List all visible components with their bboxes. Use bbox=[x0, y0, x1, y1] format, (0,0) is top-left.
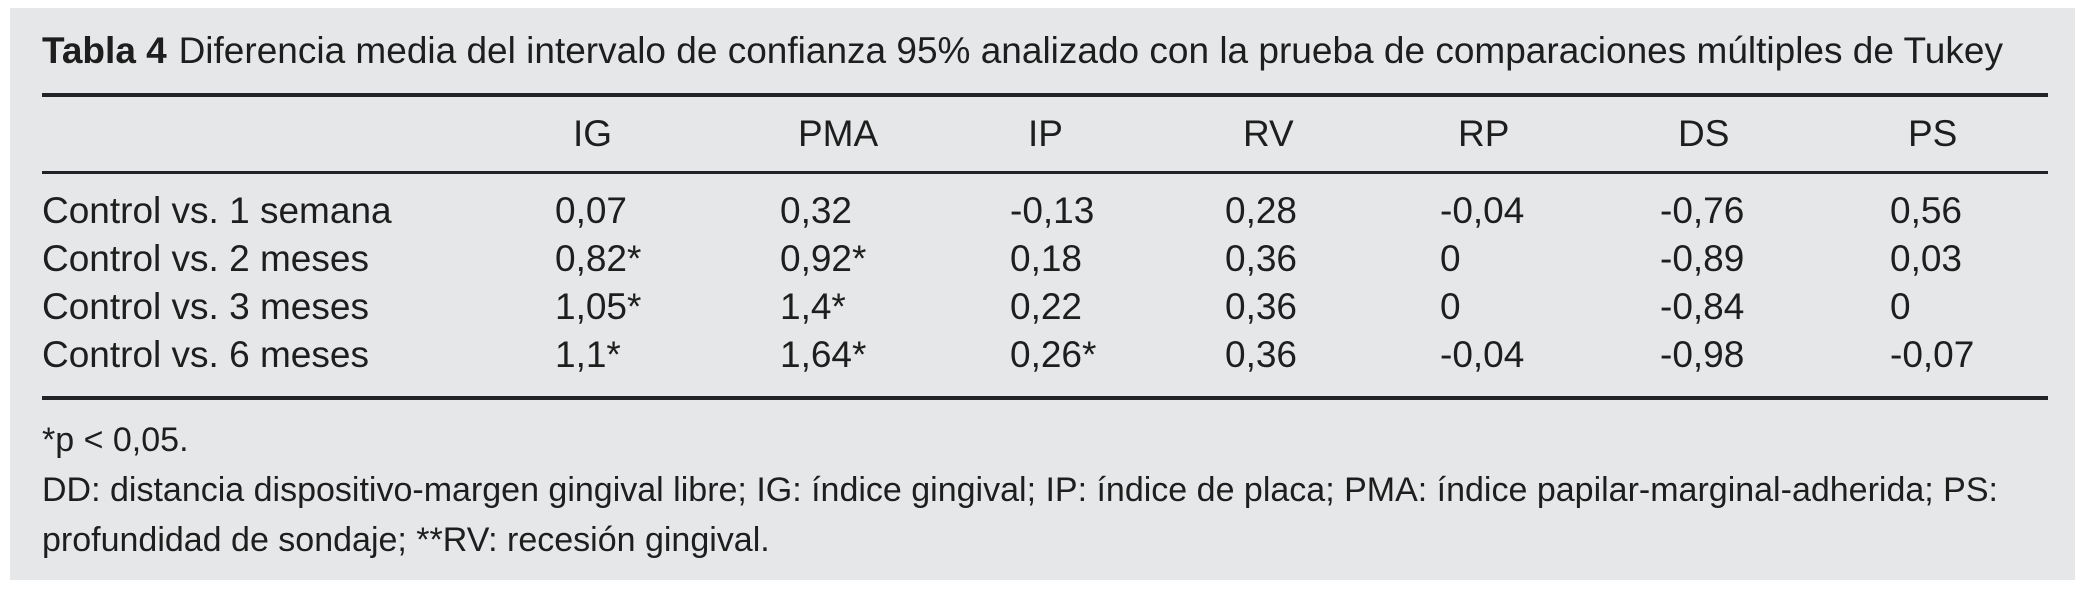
cell-value: -0,04 bbox=[1440, 190, 1525, 231]
column-header-pma: PMA bbox=[780, 95, 1010, 174]
cell-value: 0,18 bbox=[1010, 238, 1083, 279]
cell-value: -0,84 bbox=[1660, 286, 1745, 327]
cell-value: 1,05* bbox=[555, 286, 642, 327]
cell-value: 1,1* bbox=[555, 331, 780, 400]
cell-value: -0,76 bbox=[1660, 190, 1745, 231]
column-header-ip: IP bbox=[1010, 95, 1225, 174]
cell-value: 1,64* bbox=[780, 331, 1010, 400]
table-body: Control vs. 1 semana 0,07 0,32 -0,13 0,2… bbox=[42, 173, 2048, 400]
cell-value: 0,36 bbox=[1225, 286, 1298, 327]
table-title: Tabla 4 Diferencia media del intervalo de… bbox=[42, 26, 2048, 76]
cell-value: 0,22 bbox=[1010, 286, 1083, 327]
row-label: Control vs. 3 meses bbox=[42, 286, 369, 327]
column-header-ps: PS bbox=[1890, 95, 2048, 174]
row-label: Control vs. 2 meses bbox=[42, 238, 369, 279]
cell-value: -0,89 bbox=[1660, 238, 1745, 279]
table-panel: Tabla 4 Diferencia media del intervalo de… bbox=[10, 8, 2075, 580]
header-row: IG PMA IP RV RP DS PS bbox=[42, 95, 2048, 174]
table-row: Control vs. 1 semana 0,07 0,32 -0,13 0,2… bbox=[42, 173, 2048, 236]
cell-value: 0,32 bbox=[780, 190, 853, 231]
table-row: Control vs. 2 meses 0,82* 0,92* 0,18 0,3… bbox=[42, 235, 2048, 283]
corner-header-cell bbox=[42, 95, 555, 174]
cell-value: -0,13 bbox=[1010, 190, 1095, 231]
cell-value: 0,07 bbox=[555, 190, 628, 231]
cell-value: 0,56 bbox=[1890, 190, 1963, 231]
cell-value: -0,07 bbox=[1890, 331, 2048, 400]
cell-value: 0,03 bbox=[1890, 238, 1963, 279]
significance-note: *p < 0,05. bbox=[42, 421, 189, 459]
cell-value: -0,98 bbox=[1660, 331, 1890, 400]
abbreviations-note: DD: distancia dispositivo-margen gingiva… bbox=[42, 471, 1998, 559]
table-number: Tabla 4 bbox=[42, 30, 167, 71]
cell-value: 0,92* bbox=[780, 238, 867, 279]
row-label: Control vs. 6 meses bbox=[42, 331, 555, 400]
cell-value: 1,4* bbox=[780, 286, 846, 327]
row-label: Control vs. 1 semana bbox=[42, 190, 392, 231]
column-header-rp: RP bbox=[1440, 95, 1660, 174]
table-header: IG PMA IP RV RP DS PS bbox=[42, 95, 2048, 174]
cell-value: 0 bbox=[1440, 238, 1461, 279]
cell-value: 0,36 bbox=[1225, 331, 1440, 400]
table-footnotes: *p < 0,05. DD: distancia dispositivo-mar… bbox=[42, 415, 2048, 565]
table-caption: Diferencia media del intervalo de confia… bbox=[178, 30, 2003, 71]
cell-value: 0,36 bbox=[1225, 238, 1298, 279]
cell-value: 0,28 bbox=[1225, 190, 1298, 231]
column-header-ds: DS bbox=[1660, 95, 1890, 174]
data-table: IG PMA IP RV RP DS PS Control vs. 1 sema… bbox=[42, 93, 2048, 400]
cell-value: 0 bbox=[1890, 286, 1911, 327]
column-header-rv: RV bbox=[1225, 95, 1440, 174]
column-header-ig: IG bbox=[555, 95, 780, 174]
table-row: Control vs. 6 meses 1,1* 1,64* 0,26* 0,3… bbox=[42, 331, 2048, 400]
cell-value: 0,82* bbox=[555, 238, 642, 279]
cell-value: 0,26* bbox=[1010, 331, 1225, 400]
cell-value: -0,04 bbox=[1440, 331, 1660, 400]
table-row: Control vs. 3 meses 1,05* 1,4* 0,22 0,36… bbox=[42, 283, 2048, 331]
cell-value: 0 bbox=[1440, 286, 1461, 327]
